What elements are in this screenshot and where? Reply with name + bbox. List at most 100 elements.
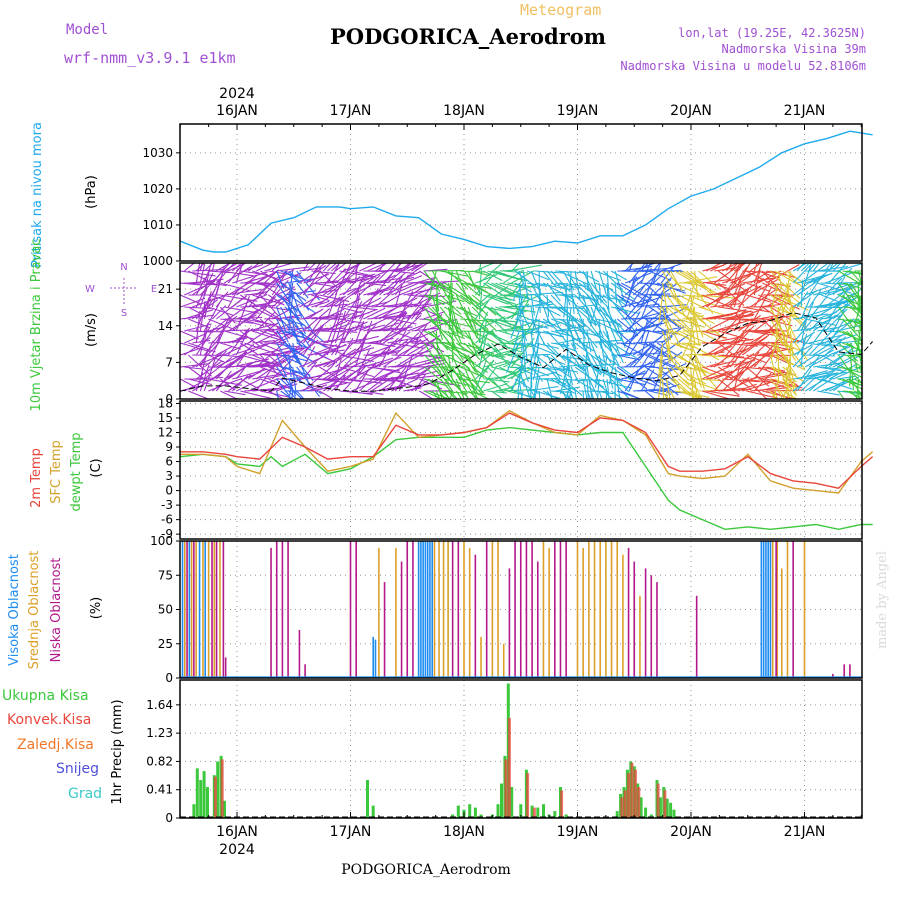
- wind-arrow: [846, 282, 862, 304]
- total-precip-bar: [496, 804, 500, 818]
- wind-arrow: [698, 366, 718, 390]
- wind-arrow: [475, 353, 493, 368]
- wind-arrow: [460, 318, 498, 323]
- wind-arrow: [661, 326, 685, 332]
- wind-arrow: [499, 330, 518, 338]
- wind-arrow: [327, 367, 352, 392]
- wind-arrow: [640, 273, 657, 308]
- sfc-temp-line: [180, 409, 874, 494]
- wind-arrow: [774, 330, 797, 362]
- wind-arrow: [247, 368, 265, 380]
- wind-arrow: [199, 348, 209, 380]
- cloud-tick-label: 0: [165, 671, 173, 685]
- wind-arrow: [737, 325, 755, 344]
- wind-arrow: [746, 294, 772, 303]
- wind-arrow: [391, 378, 418, 389]
- compass-label: E: [151, 284, 157, 295]
- wind-arrow: [180, 282, 201, 286]
- wind-arrow: [535, 270, 564, 274]
- wind-arrow: [590, 390, 595, 399]
- wind-arrow: [444, 294, 465, 303]
- wind-arrow: [742, 306, 770, 313]
- wind-arrow: [371, 342, 396, 348]
- wind-arrow: [670, 318, 695, 338]
- wind-arrow: [427, 270, 437, 301]
- wind-arrow: [280, 378, 303, 399]
- wind-arrow: [574, 342, 606, 366]
- wind-arrow: [582, 294, 592, 325]
- wind-arrow: [582, 390, 585, 399]
- wind-arrow: [863, 343, 874, 360]
- wind-arrow: [530, 390, 537, 399]
- pressure-title: Pritisak na nivou mora: [30, 122, 45, 268]
- wind-arrow: [610, 270, 627, 281]
- wind-arrow: [770, 294, 788, 308]
- wind-arrow: [530, 282, 545, 309]
- wind-arrow: [224, 390, 246, 396]
- wind-arrow: [403, 338, 422, 356]
- wind-arrow: [296, 390, 305, 399]
- wind-arrow: [782, 378, 792, 399]
- wind-arrow: [288, 318, 305, 336]
- wind-arrow: [276, 390, 279, 399]
- wind-arrow: [195, 263, 201, 284]
- wind-arrow: [725, 263, 733, 272]
- wind-arrow: [657, 366, 664, 399]
- precip-tick-label: 0.41: [146, 783, 173, 797]
- wind-arrow: [662, 270, 673, 289]
- wind-arrow: [616, 282, 648, 302]
- wind-arrow: [520, 390, 524, 399]
- total-precip-bar: [202, 771, 206, 818]
- wind-arrow: [296, 282, 309, 299]
- wind-arrow: [510, 366, 524, 391]
- wind-arrow: [660, 326, 684, 344]
- wind-arrow: [808, 317, 823, 332]
- wind-arrow: [737, 263, 745, 272]
- wind-arrow: [255, 298, 274, 320]
- wind-arrow: [227, 362, 252, 380]
- wind-arrow: [211, 305, 227, 320]
- wind-arrow: [871, 379, 892, 410]
- wind-arrow: [331, 263, 341, 272]
- wind-arrow: [315, 280, 346, 296]
- wind-arrow: [195, 276, 206, 296]
- wind-arrow: [184, 366, 203, 370]
- wind-tick-label: 7: [165, 355, 173, 369]
- wind-arrow: [875, 367, 900, 379]
- wind-arrow: [785, 318, 792, 343]
- day-label-top: 21JAN: [784, 103, 826, 119]
- wind-arrow: [773, 378, 780, 399]
- wind-arrow: [666, 378, 671, 399]
- wind-arrow: [792, 345, 813, 368]
- wind-arrow: [449, 390, 453, 399]
- wind-arrow: [354, 349, 370, 380]
- wind-arrow: [235, 263, 244, 284]
- wind-arrow: [702, 364, 732, 380]
- wind-arrow: [288, 378, 297, 397]
- wind-arrow: [620, 390, 642, 399]
- precip-legend-conv: Konvek.Kisa: [7, 712, 91, 728]
- wind-arrow: [786, 270, 792, 291]
- wind-arrow: [800, 376, 816, 392]
- wind-arrow: [558, 306, 587, 328]
- wind-arrow: [726, 310, 752, 320]
- wind-arrow: [674, 294, 694, 316]
- wind-arrow: [403, 314, 422, 332]
- wind-arrow: [280, 390, 294, 399]
- wind-arrow: [762, 282, 791, 297]
- wind-arrow: [733, 277, 743, 296]
- total-precip-bar: [199, 780, 203, 818]
- wind-arrow: [644, 366, 677, 388]
- wind-arrow: [785, 390, 790, 399]
- convective-precip-bar: [630, 762, 634, 818]
- wind-arrow: [292, 342, 298, 362]
- wind-arrow: [302, 361, 318, 380]
- wind-arrow: [796, 263, 805, 272]
- wind-arrow: [546, 342, 566, 362]
- cloud-unit: (%): [89, 597, 104, 620]
- wind-arrow: [792, 263, 814, 284]
- wind-arrow: [858, 354, 862, 363]
- wind-arrow: [555, 386, 581, 392]
- convective-precip-bar: [633, 769, 637, 818]
- total-precip-bar: [665, 798, 669, 818]
